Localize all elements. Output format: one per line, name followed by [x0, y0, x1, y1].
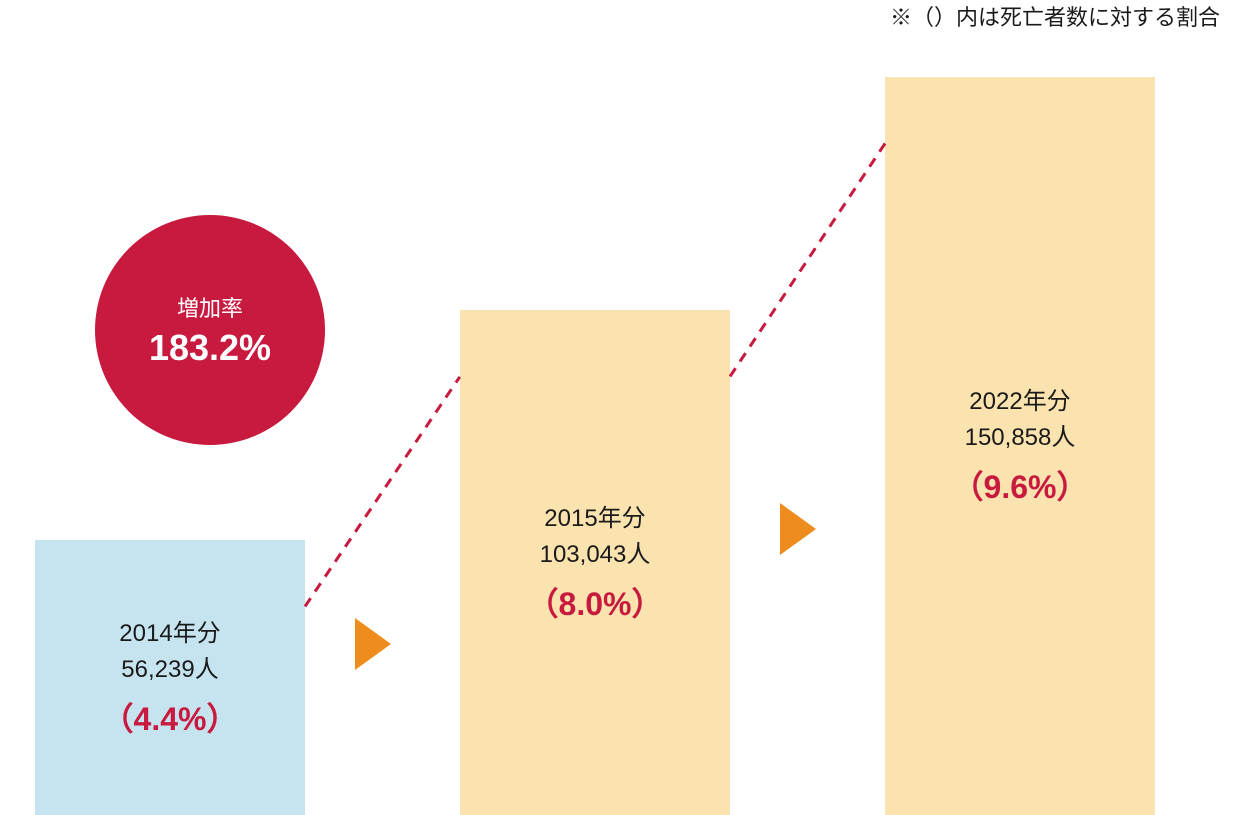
bar-year-label: 2014年分 [119, 616, 220, 652]
trend-line [729, 143, 886, 378]
badge-value: 183.2% [149, 327, 271, 369]
trend-line [304, 376, 461, 608]
arrow-icon [780, 503, 816, 555]
bar-pct-label: （9.6%） [952, 462, 1089, 508]
badge-label: 増加率 [177, 291, 243, 323]
bar-2022: 2022年分 150,858人 （9.6%） [885, 77, 1155, 815]
growth-rate-badge: 増加率 183.2% [95, 215, 325, 445]
arrow-icon [355, 618, 391, 670]
bar-2015: 2015年分 103,043人 （8.0%） [460, 310, 730, 815]
bar-year-label: 2015年分 [544, 501, 645, 537]
bar-count-label: 56,239人 [121, 652, 218, 688]
bar-2014: 2014年分 56,239人 （4.4%） [35, 540, 305, 815]
bar-chart: 2014年分 56,239人 （4.4%） 2015年分 103,043人 （8… [0, 65, 1250, 815]
bar-year-label: 2022年分 [969, 384, 1070, 420]
bar-count-label: 150,858人 [965, 420, 1076, 456]
bar-pct-label: （4.4%） [102, 694, 239, 740]
bar-count-label: 103,043人 [540, 537, 651, 573]
bar-pct-label: （8.0%） [527, 579, 664, 625]
footnote: ※（）内は死亡者数に対する割合 [890, 0, 1220, 32]
